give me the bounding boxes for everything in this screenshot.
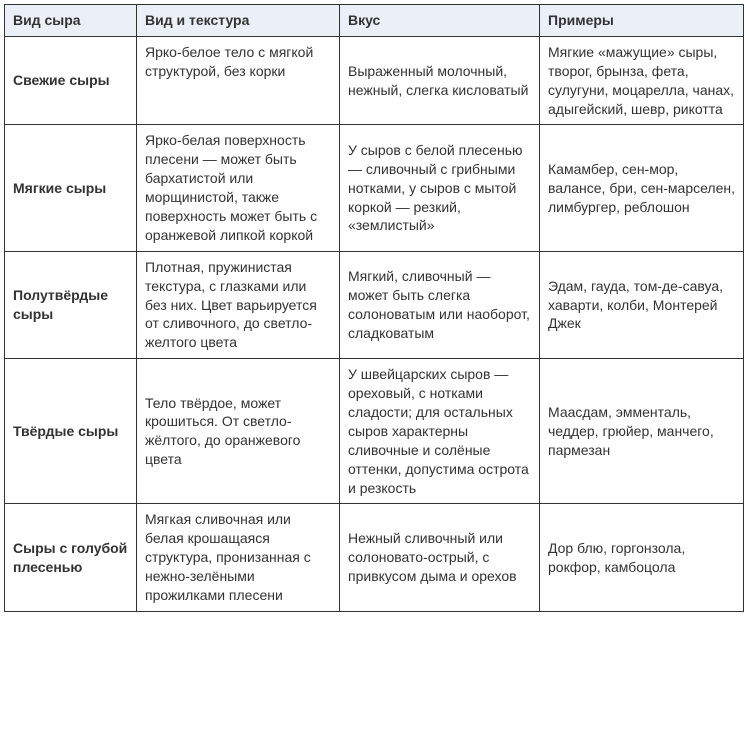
cheese-types-table: Вид сыра Вид и текстура Вкус Примеры Све… bbox=[4, 4, 744, 612]
header-examples: Примеры bbox=[540, 5, 744, 37]
cell-examples: Дор блю, горгонзола, рокфор, камбоцола bbox=[540, 504, 744, 611]
cell-examples: Камамбер, сен-мор, валансе, бри, сен-мар… bbox=[540, 125, 744, 251]
cell-taste: Мягкий, сливочный — может быть слегка со… bbox=[340, 251, 540, 358]
table-header-row: Вид сыра Вид и текстура Вкус Примеры bbox=[5, 5, 744, 37]
cell-taste: Выраженный молочный, нежный, слегка кисл… bbox=[340, 36, 540, 125]
table-row: Мягкие сыры Ярко-белая поверхность плесе… bbox=[5, 125, 744, 251]
header-taste: Вкус bbox=[340, 5, 540, 37]
cell-texture: Плотная, пружинистая текстура, с глазкам… bbox=[137, 251, 340, 358]
cell-type: Мягкие сыры bbox=[5, 125, 137, 251]
cell-examples: Мягкие «мажущие» сыры, творог, брынза, ф… bbox=[540, 36, 744, 125]
header-texture: Вид и текстура bbox=[137, 5, 340, 37]
table-row: Свежие сыры Ярко-белое тело с мягкой стр… bbox=[5, 36, 744, 125]
table-row: Сыры с голубой плесенью Мягкая сливочная… bbox=[5, 504, 744, 611]
cell-texture: Ярко-белая поверхность плесени — может б… bbox=[137, 125, 340, 251]
table-row: Полутвёрдые сыры Плотная, пружинистая те… bbox=[5, 251, 744, 358]
cell-texture: Ярко-белое тело с мягкой структурой, без… bbox=[137, 36, 340, 125]
header-type: Вид сыра bbox=[5, 5, 137, 37]
table-row: Твёрдые сыры Тело твёрдое, может крошить… bbox=[5, 359, 744, 504]
cell-examples: Эдам, гауда, том-де-савуа, хаварти, колб… bbox=[540, 251, 744, 358]
cell-type: Полутвёрдые сыры bbox=[5, 251, 137, 358]
cell-examples: Маасдам, эмменталь, чеддер, грюйер, манч… bbox=[540, 359, 744, 504]
cell-texture: Мягкая сливочная или белая крошащаяся ст… bbox=[137, 504, 340, 611]
cell-type: Твёрдые сыры bbox=[5, 359, 137, 504]
cell-taste: У сыров с белой плесенью — сливочный с г… bbox=[340, 125, 540, 251]
cell-taste: У швейцарских сыров — ореховый, с ноткам… bbox=[340, 359, 540, 504]
cell-type: Свежие сыры bbox=[5, 36, 137, 125]
cell-taste: Нежный сливочный или солоновато-острый, … bbox=[340, 504, 540, 611]
cell-type: Сыры с голубой плесенью bbox=[5, 504, 137, 611]
cell-texture: Тело твёрдое, может крошиться. От светло… bbox=[137, 359, 340, 504]
